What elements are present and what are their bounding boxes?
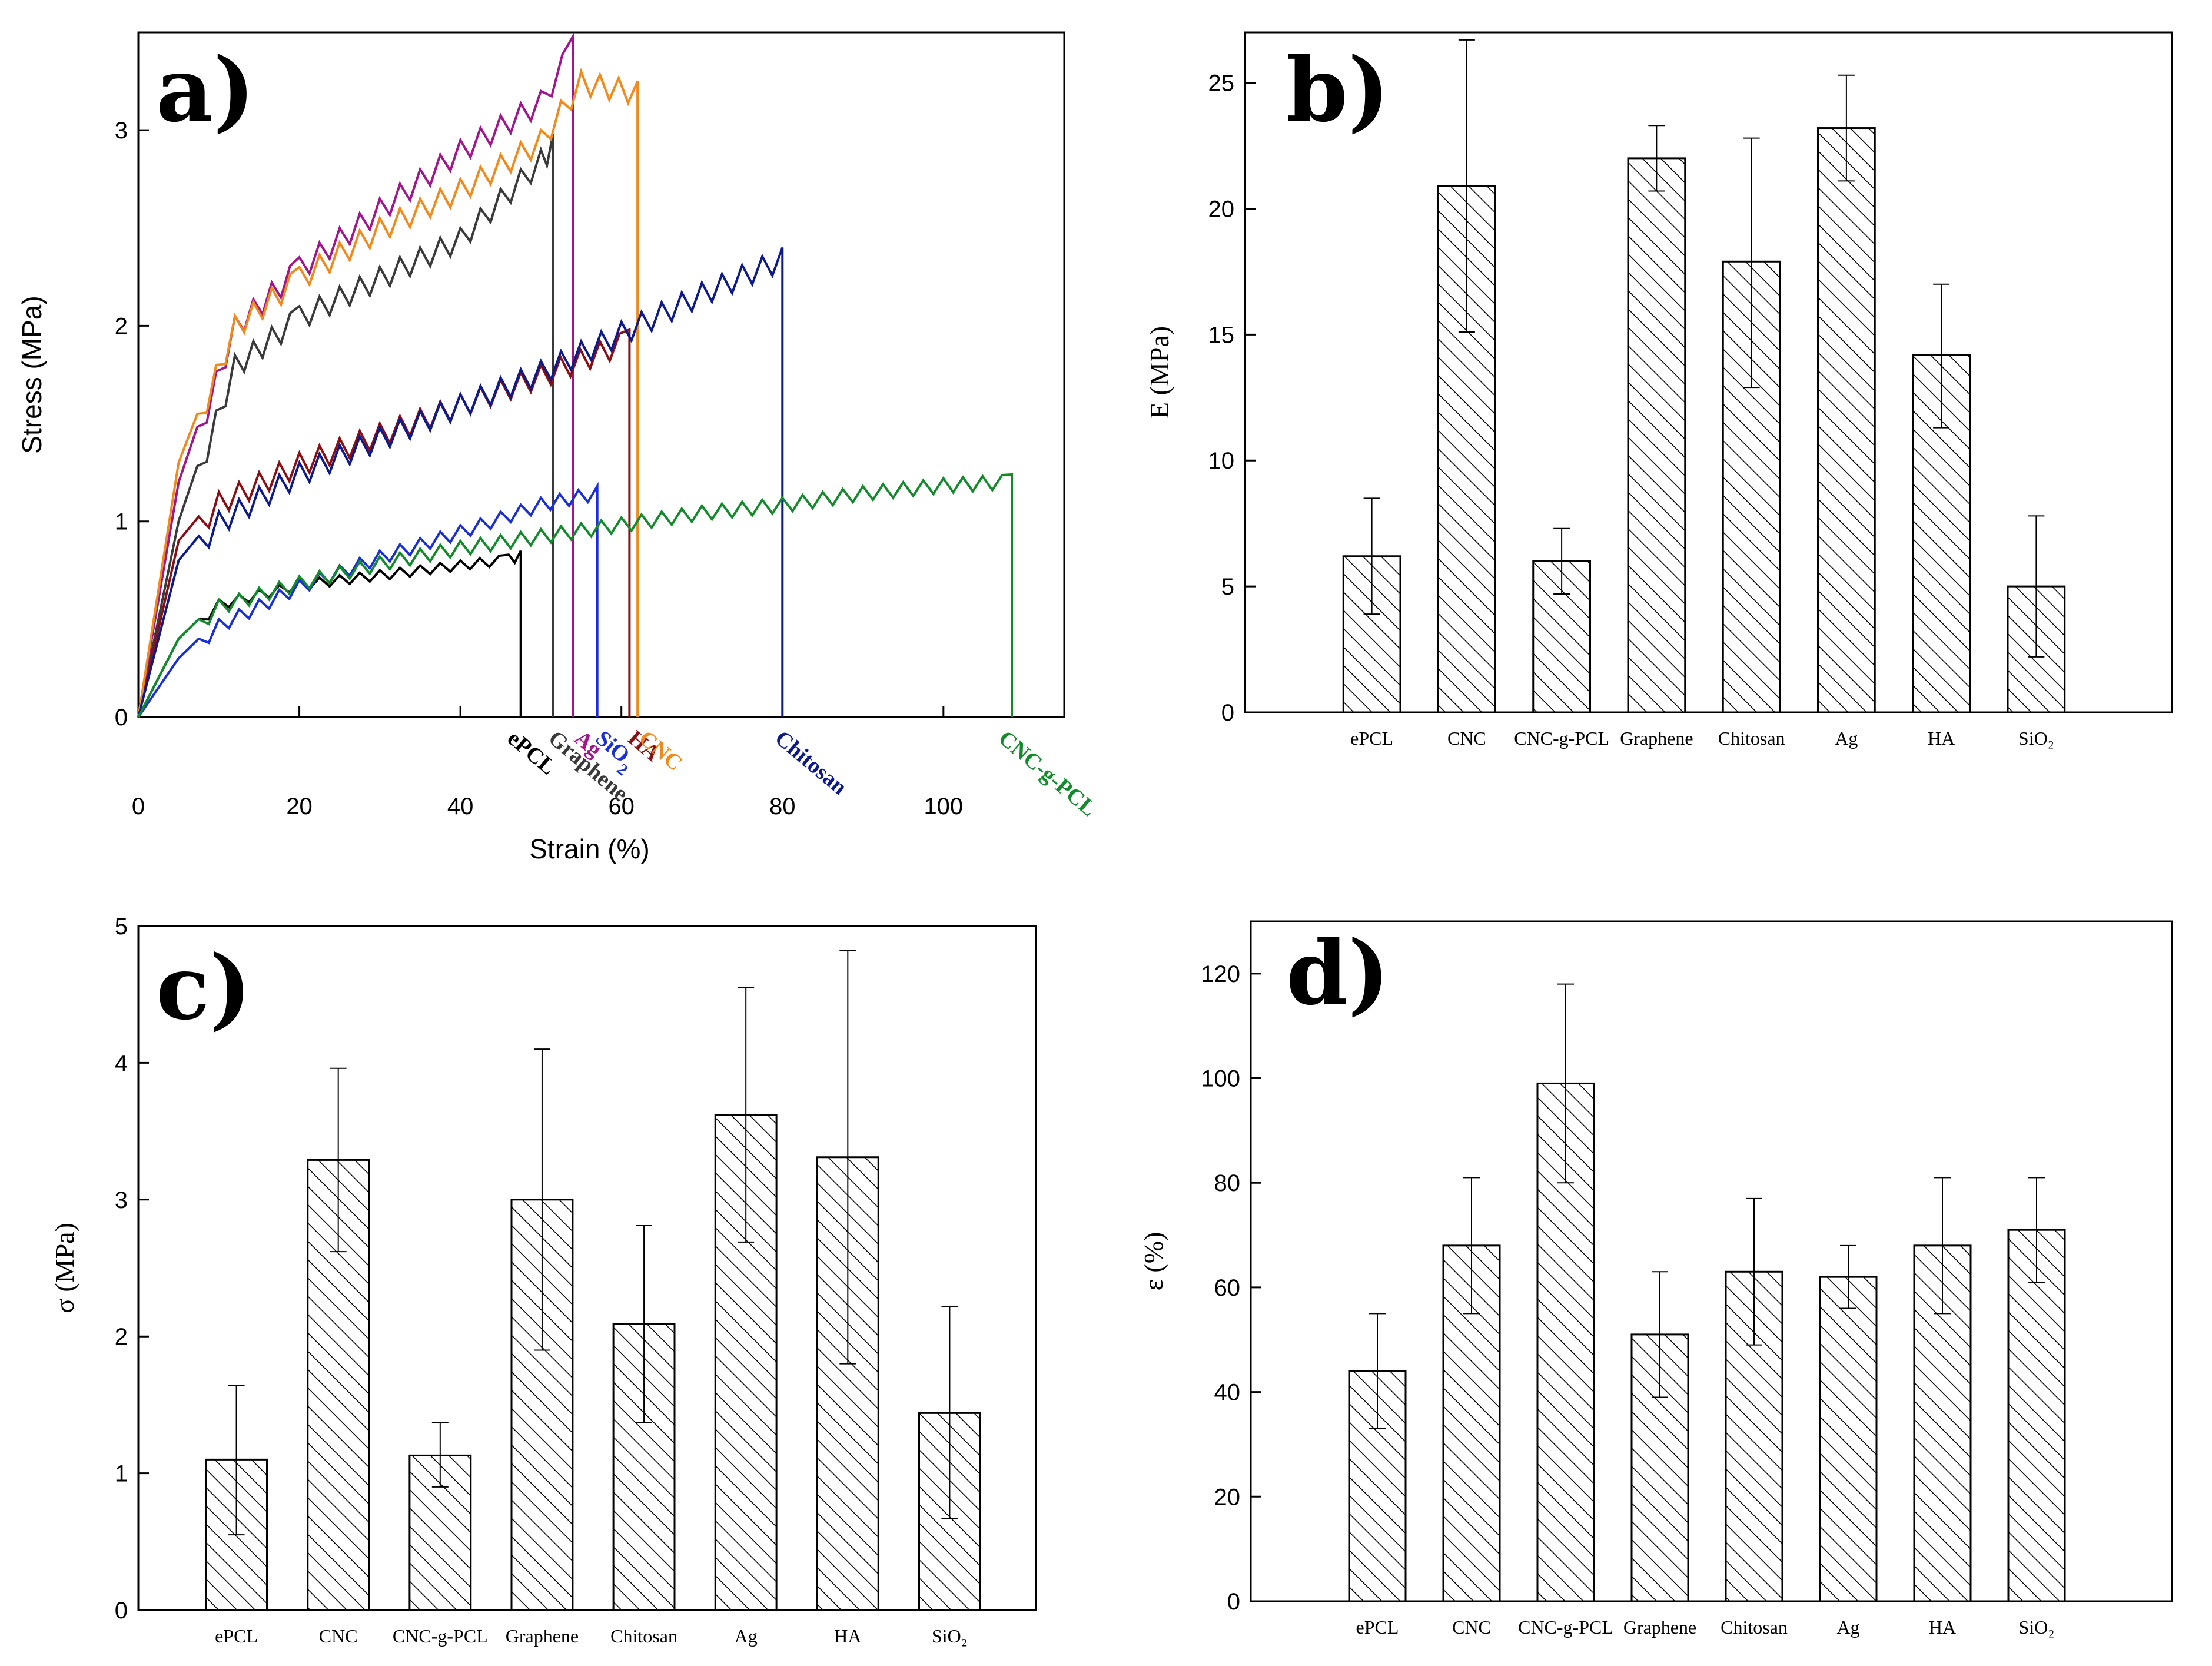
y-tick-label: 20 — [1208, 196, 1235, 222]
y-axis-label: Stress (MPa) — [16, 296, 47, 453]
x-tick-label: 20 — [286, 794, 313, 819]
panel-d: 0 20 40 60 80 100 120 ε (%) d) ePCL CNC CNC-g-PCL Gr… — [1138, 920, 2173, 1638]
bar — [1627, 157, 1686, 713]
series-line-cnc-g-pcl — [137, 473, 1014, 718]
category-label: SiO₂ — [2019, 1617, 2055, 1638]
category-label: ePCL — [1356, 1617, 1399, 1638]
category-label: CNC — [1452, 1617, 1491, 1638]
panel-label: c) — [156, 936, 251, 1040]
plot-frame — [1244, 31, 2173, 713]
series-line-ag — [137, 32, 574, 718]
category-label: HA — [834, 1625, 861, 1647]
y-tick-label: 0 — [1227, 1589, 1240, 1615]
category-label: Ag — [1836, 1617, 1859, 1638]
plot-frame — [137, 31, 1065, 718]
series-line-cnc — [137, 67, 639, 718]
y-tick-label: 5 — [115, 914, 128, 940]
curve-label-cnc-g-pcl: CNC-g-PCL — [994, 726, 1101, 821]
y-tick-label: 1 — [115, 509, 128, 535]
panel-label: d) — [1286, 921, 1390, 1025]
category-label: Graphene — [1623, 1617, 1696, 1638]
x-tick-label: 80 — [769, 794, 796, 819]
y-tick-label: 4 — [115, 1050, 128, 1076]
panel-label: b) — [1286, 38, 1390, 142]
series-line-ha — [137, 328, 631, 718]
y-tick-label: 1 — [115, 1461, 128, 1487]
y-tick-label: 2 — [115, 1324, 128, 1350]
x-tick-label: 100 — [924, 794, 963, 819]
x-tick-label: 60 — [608, 794, 635, 819]
panel-b: 0 5 10 15 20 25 E (MPa) b) ePCL CNC CNC-g-PCL Graph… — [1144, 31, 2173, 749]
x-axis-label: Strain (%) — [529, 834, 649, 864]
panel-c: 0 1 2 3 4 5 σ (MPa) c) ePCL CNC CNC-g-PCL Graphene C… — [49, 914, 1037, 1647]
bar — [307, 1159, 370, 1611]
y-tick-label: 120 — [1201, 961, 1240, 987]
category-label: Chitosan — [1721, 1617, 1788, 1638]
category-label: CNC-g-PCL — [1518, 1617, 1613, 1638]
plot-frame — [1250, 920, 2173, 1602]
category-label: Ag — [1835, 728, 1858, 749]
category-label: Ag — [735, 1625, 758, 1647]
category-label: HA — [1928, 728, 1955, 749]
series-line-epcl — [137, 550, 522, 718]
y-axis-label: ε (%) — [1138, 1232, 1168, 1291]
y-tick-label: 0 — [115, 1598, 128, 1624]
y-tick-label: 60 — [1214, 1275, 1241, 1301]
y-tick-label: 2 — [115, 313, 128, 339]
category-label: CNC-g-PCL — [393, 1625, 488, 1647]
category-label: Chitosan — [610, 1625, 677, 1647]
series-line-chitosan — [137, 247, 784, 718]
y-tick-label: 3 — [115, 118, 128, 144]
category-label: CNC — [319, 1625, 358, 1647]
bar — [2007, 1229, 2066, 1602]
y-tick-label: 15 — [1208, 322, 1235, 348]
curve-label-chitosan: Chitosan — [770, 726, 852, 800]
series-line-graphene — [137, 134, 554, 718]
y-tick-label: 10 — [1208, 448, 1235, 474]
curve-label-epcl: ePCL — [503, 726, 560, 780]
series-line-sio2 — [137, 482, 599, 718]
y-tick-label: 80 — [1214, 1170, 1241, 1196]
category-label: HA — [1929, 1617, 1956, 1638]
bar — [1817, 127, 1876, 713]
y-tick-label: 40 — [1214, 1380, 1241, 1406]
y-tick-label: 5 — [1221, 574, 1234, 600]
plot-frame — [137, 925, 1037, 1611]
y-tick-label: 25 — [1208, 71, 1235, 97]
y-tick-label: 0 — [115, 705, 128, 731]
y-tick-label: 3 — [115, 1187, 128, 1213]
y-tick-label: 20 — [1214, 1484, 1241, 1510]
category-label: SiO₂ — [932, 1625, 968, 1647]
category-label: ePCL — [215, 1625, 258, 1647]
y-tick-label: 0 — [1221, 700, 1234, 726]
category-label: SiO₂ — [2018, 728, 2054, 749]
panel-a: 0 1 2 3 Stress (MPa) a) 0 20 40 60 80 100 Strain (%)… — [16, 31, 1101, 864]
category-label: CNC — [1447, 728, 1486, 749]
category-label: Chitosan — [1718, 728, 1785, 749]
x-tick-label: 0 — [132, 794, 145, 819]
y-axis-label: E (MPa) — [1144, 326, 1174, 419]
y-tick-label: 100 — [1201, 1066, 1240, 1092]
category-label: Graphene — [1620, 728, 1693, 749]
x-tick-label: 40 — [447, 794, 474, 819]
category-label: Graphene — [506, 1625, 579, 1647]
y-axis-label: σ (MPa) — [49, 1223, 79, 1313]
bar — [1819, 1276, 1878, 1602]
category-label: CNC-g-PCL — [1514, 728, 1609, 749]
category-label: ePCL — [1350, 728, 1393, 749]
panel-label: a) — [156, 38, 255, 142]
